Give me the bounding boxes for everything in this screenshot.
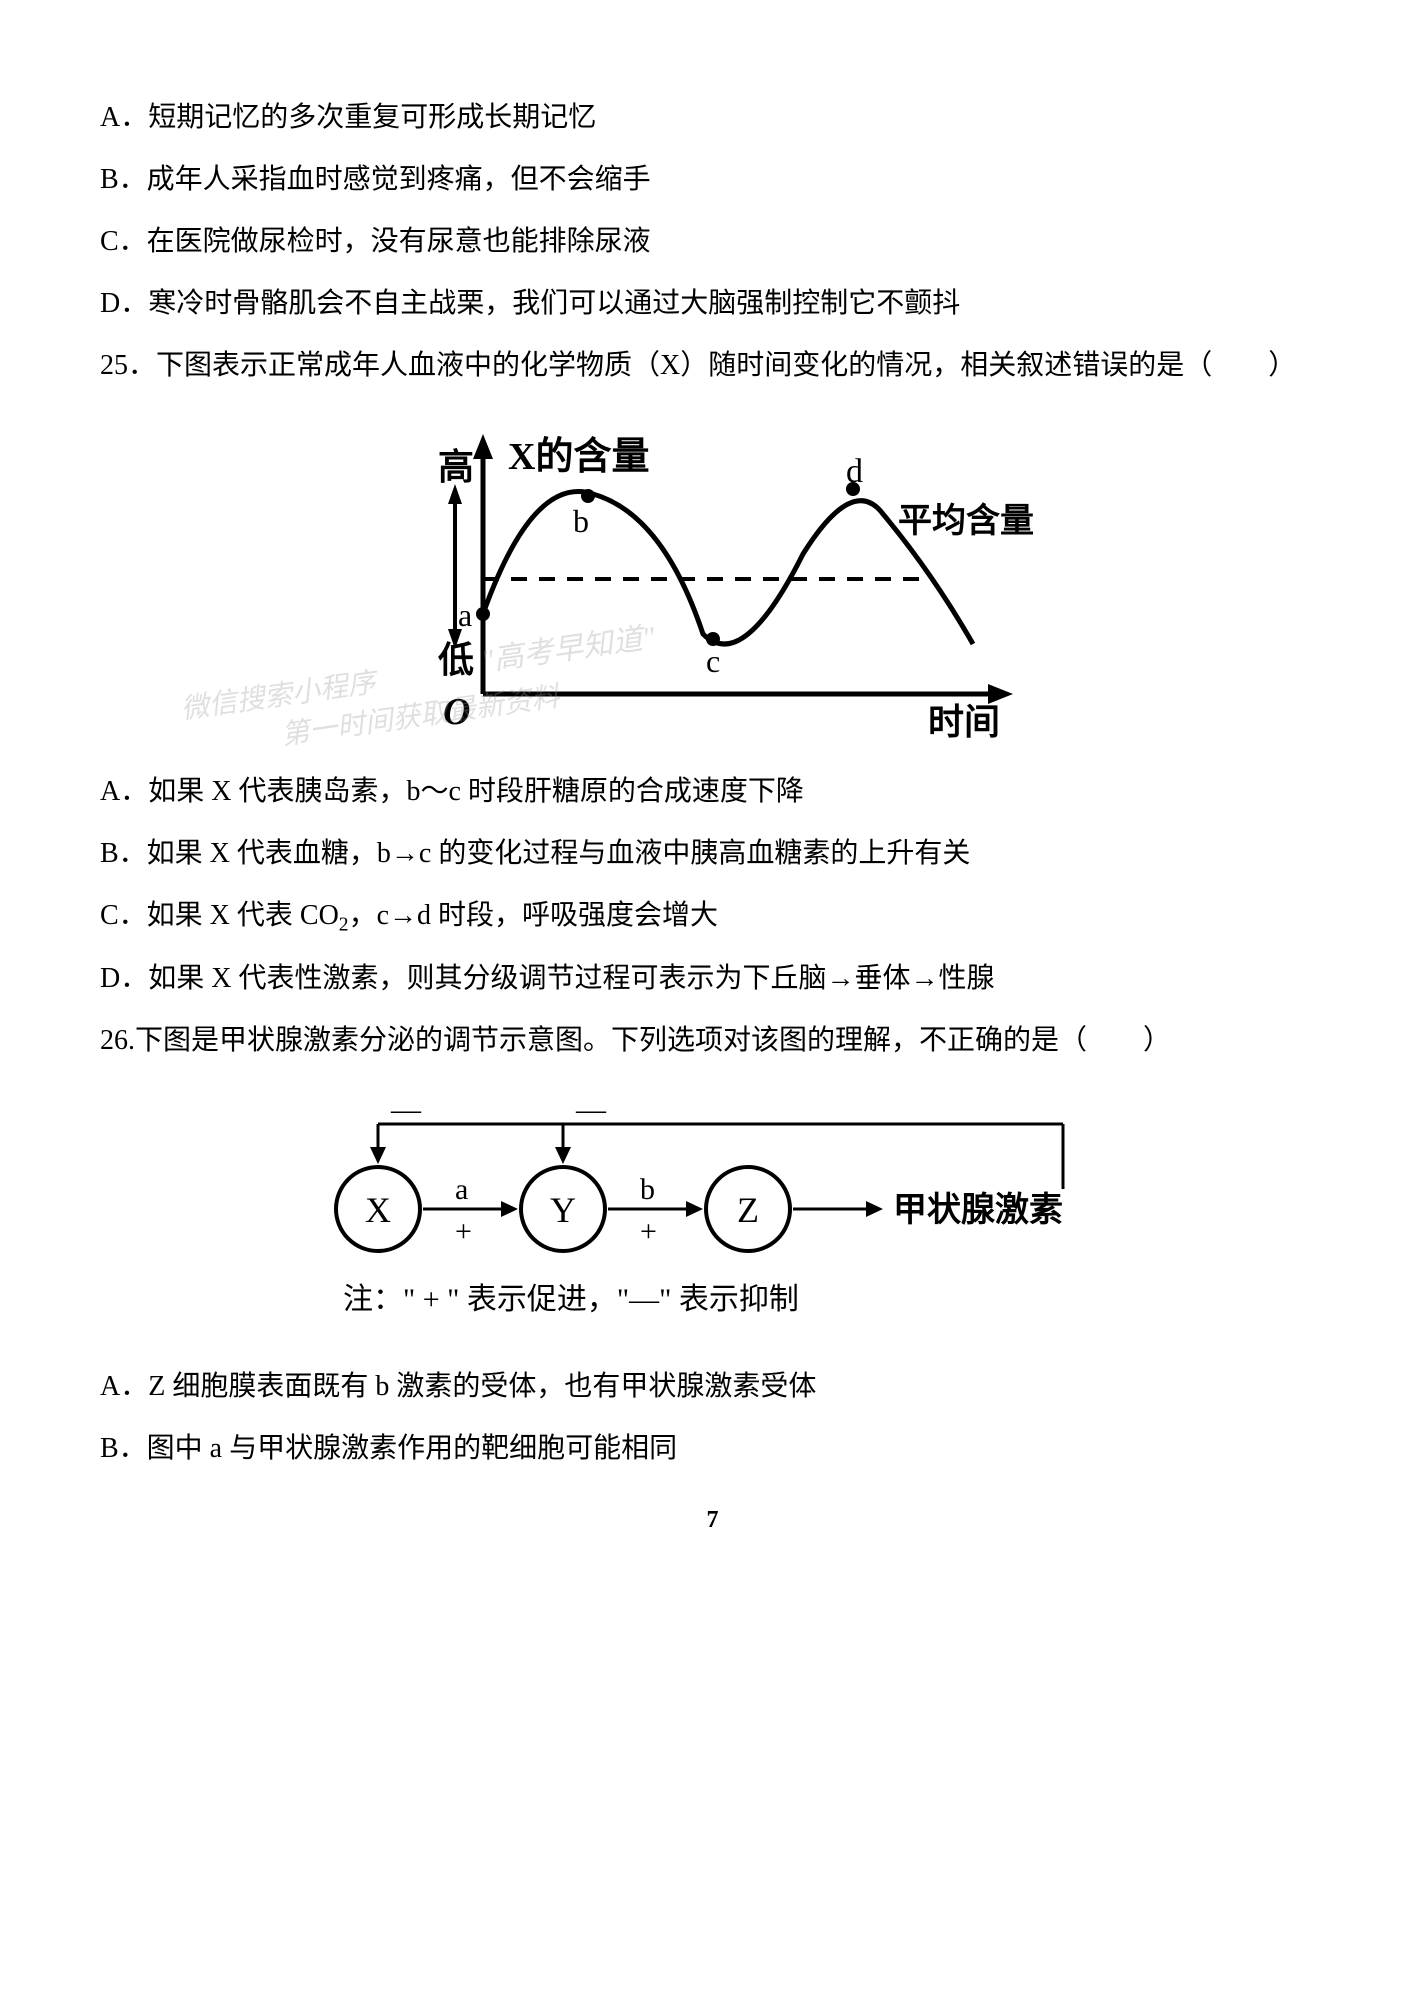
q25-option-d: D．如果 X 代表性激素，则其分级调节过程可表示为下丘脑→垂体→性腺 bbox=[100, 951, 1325, 1007]
q25-option-c: C．如果 X 代表 CO2，c→d 时段，呼吸强度会增大 bbox=[100, 888, 1325, 945]
point-b: b bbox=[573, 503, 589, 539]
feedback-minus-x: — bbox=[390, 1093, 422, 1126]
q26-diagram-container: X Y Z a + b + 甲状腺激素 — — 注：" + " 表示促进，"—"… bbox=[100, 1089, 1325, 1339]
q25-chart-container: 高 低 O 时间 X的含量 平均含量 a b c d "高考早知道" 微信搜索小… bbox=[100, 414, 1325, 744]
y-label-high: 高 bbox=[438, 447, 474, 487]
q26-option-a: A．Z 细胞膜表面既有 b 激素的受体，也有甲状腺激素受体 bbox=[100, 1359, 1325, 1415]
edge-a-bottom: + bbox=[455, 1215, 472, 1248]
node-z: Z bbox=[737, 1190, 759, 1230]
q26-option-b: B．图中 a 与甲状腺激素作用的靶细胞可能相同 bbox=[100, 1421, 1325, 1477]
q24-option-a: A．短期记忆的多次重复可形成长期记忆 bbox=[100, 90, 1325, 146]
q25-option-a: A．如果 X 代表胰岛素，b～c 时段肝糖原的合成速度下降 bbox=[100, 764, 1325, 820]
q25-option-b: B．如果 X 代表血糖，b→c 的变化过程与血液中胰高血糖素的上升有关 bbox=[100, 826, 1325, 882]
q26-legend: 注：" + " 表示促进，"—" 表示抑制 bbox=[343, 1283, 799, 1316]
dashed-label: 平均含量 bbox=[898, 502, 1034, 540]
q24-option-d: D．寒冷时骨骼肌会不自主战栗，我们可以通过大脑强制控制它不颤抖 bbox=[100, 276, 1325, 332]
edge-b-bottom: + bbox=[640, 1215, 657, 1248]
q24-option-c: C．在医院做尿检时，没有尿意也能排除尿液 bbox=[100, 214, 1325, 270]
q25-stem: 25．下图表示正常成年人血液中的化学物质（X）随时间变化的情况，相关叙述错误的是… bbox=[100, 338, 1325, 394]
node-y: Y bbox=[550, 1190, 576, 1230]
edge-b-top: b bbox=[640, 1173, 655, 1206]
node-x: X bbox=[365, 1190, 391, 1230]
page-number: 7 bbox=[100, 1507, 1325, 1534]
point-d: d bbox=[846, 453, 863, 490]
q26-diagram: X Y Z a + b + 甲状腺激素 — — 注：" + " 表示促进，"—"… bbox=[283, 1089, 1143, 1339]
output-label: 甲状腺激素 bbox=[893, 1191, 1063, 1229]
origin-label: O bbox=[443, 691, 470, 733]
chart-title: X的含量 bbox=[508, 436, 649, 478]
point-a: a bbox=[458, 597, 472, 633]
edge-a-top: a bbox=[455, 1173, 468, 1206]
q26-stem: 26.下图是甲状腺激素分泌的调节示意图。下列选项对该图的理解，不正确的是（ ） bbox=[100, 1013, 1325, 1069]
q25-chart: 高 低 O 时间 X的含量 平均含量 a b c d bbox=[363, 414, 1063, 744]
watermark-2: 微信搜索小程序 bbox=[178, 661, 378, 728]
q24-option-b: B．成年人采指血时感觉到疼痛，但不会缩手 bbox=[100, 152, 1325, 208]
x-axis-label: 时间 bbox=[928, 702, 1000, 742]
point-c: c bbox=[706, 643, 720, 679]
feedback-minus-y: — bbox=[575, 1093, 607, 1126]
